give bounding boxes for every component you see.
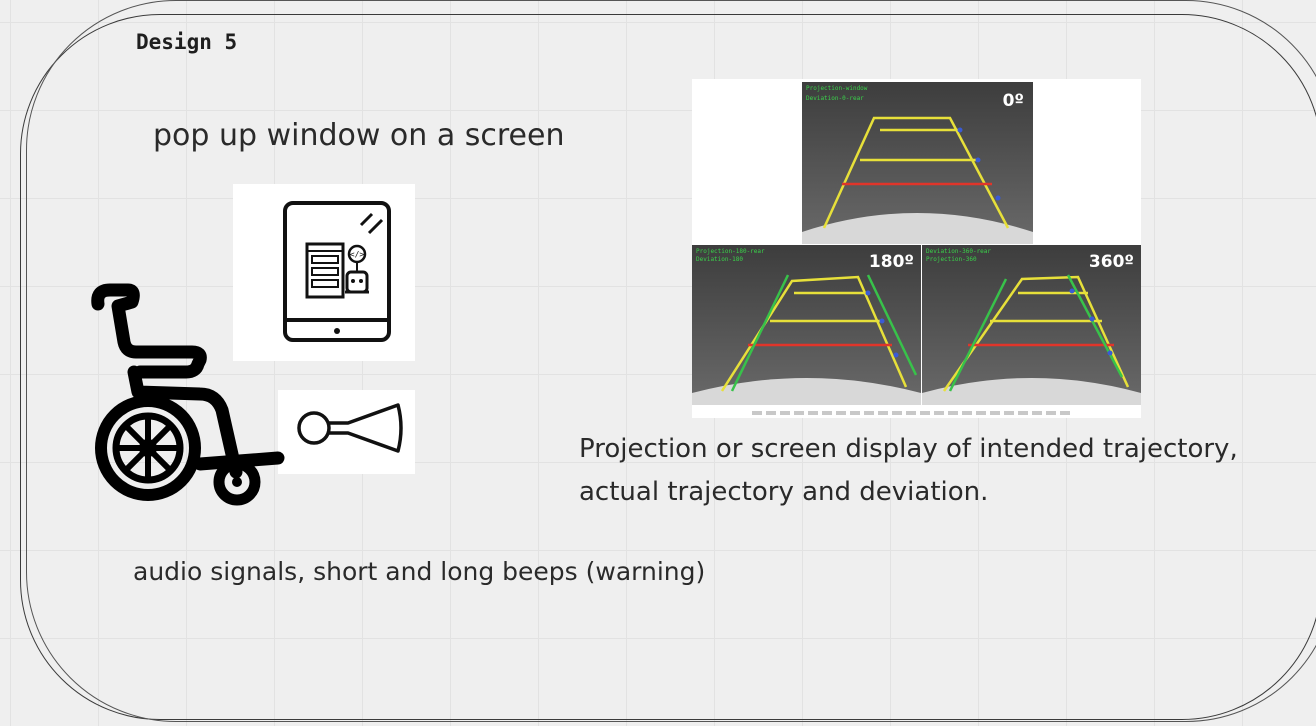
svg-text:</>: </> [350, 250, 365, 259]
tablet-robot-icon: </> [283, 201, 391, 342]
camera-label-360: 360º [1089, 252, 1134, 272]
horn-icon [297, 403, 403, 453]
horn-card [278, 390, 415, 474]
camera-view-360: Deviation-360-rear Projection-360 360º [922, 245, 1141, 405]
popup-idea-text: pop up window on a screen [153, 118, 565, 153]
tablet-card: </> [233, 184, 415, 361]
svg-text:Deviation-360-rear: Deviation-360-rear [926, 248, 991, 255]
projection-line-2: actual trajectory and deviation. [579, 477, 989, 507]
audio-idea-text: audio signals, short and long beeps (war… [133, 557, 706, 586]
board-outline-outer [26, 0, 1316, 722]
board-outline [20, 14, 1316, 720]
camera-view-0: Projection-window Deviation-0-rear 0º [802, 82, 1033, 244]
wheelchair-icon [91, 283, 285, 506]
camera-label-180: 180º [869, 252, 914, 272]
camera-views-image: Projection-window Deviation-0-rear 0º Pr… [692, 79, 1141, 418]
projection-idea-text: Projection or screen display of intended… [579, 428, 1299, 514]
projection-line-1: Projection or screen display of intended… [579, 434, 1238, 464]
camera-caption-fragment [752, 411, 1072, 415]
svg-text:Deviation-0-rear: Deviation-0-rear [806, 95, 864, 102]
design-title: Design 5 [136, 30, 238, 54]
svg-text:Projection-360: Projection-360 [926, 256, 977, 263]
camera-view-180: Projection-180-rear Deviation-180 180º [692, 245, 921, 405]
svg-text:Projection-180-rear: Projection-180-rear [696, 248, 765, 255]
svg-text:Projection-window: Projection-window [806, 85, 868, 92]
camera-label-0: 0º [1003, 91, 1024, 111]
svg-text:Deviation-180: Deviation-180 [696, 256, 743, 263]
